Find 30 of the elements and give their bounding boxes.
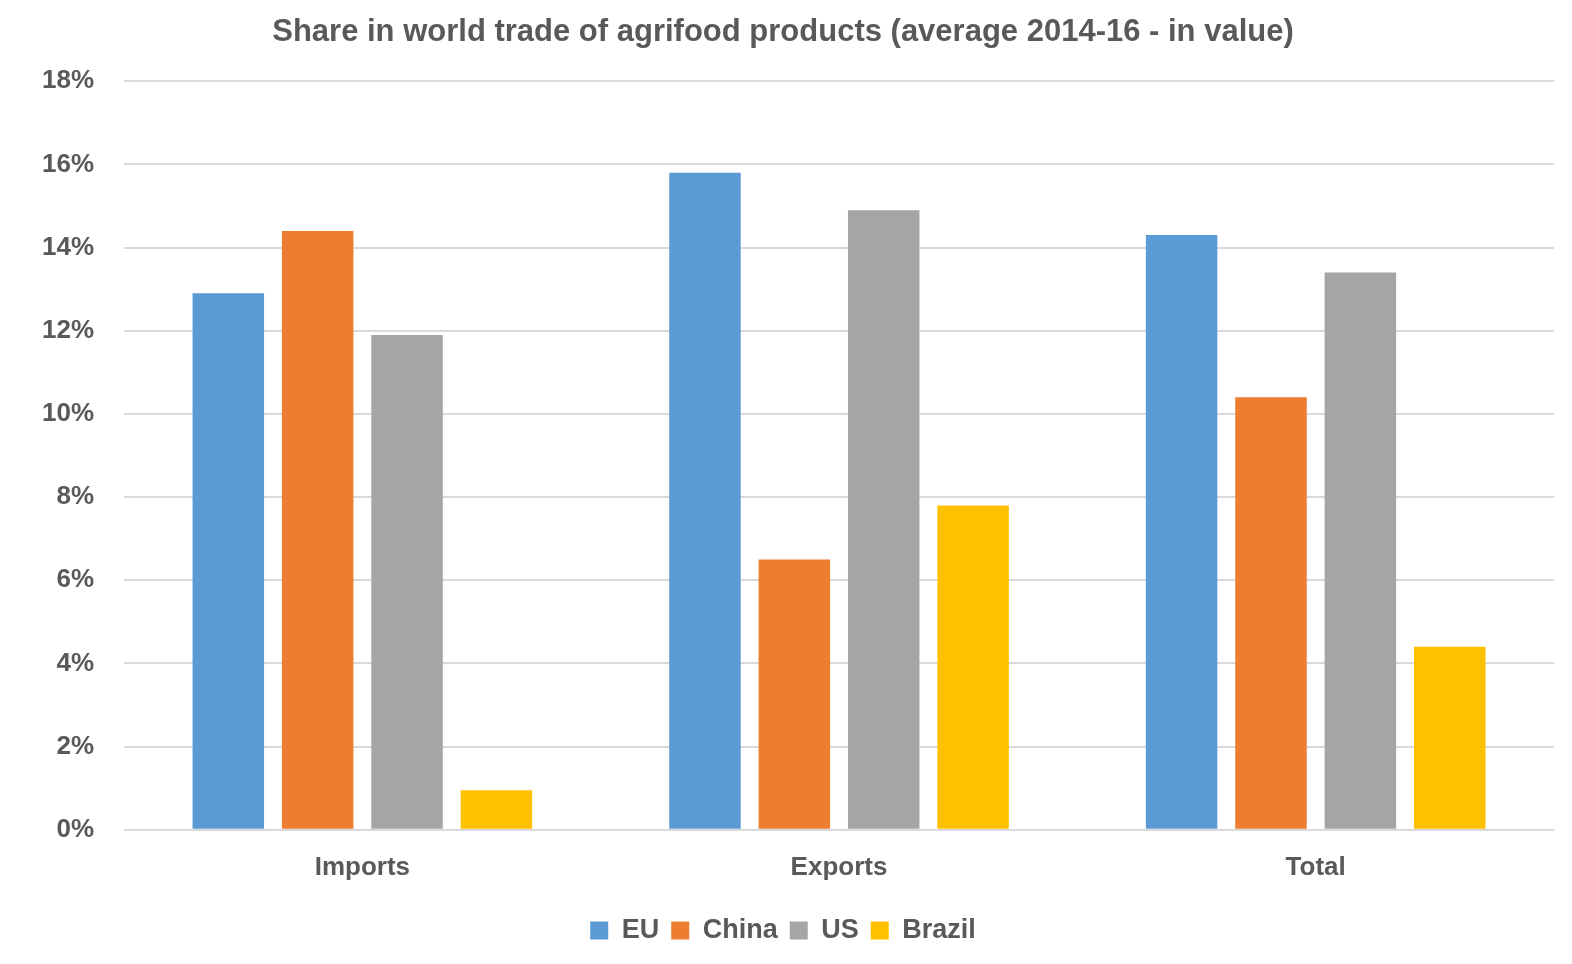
bar bbox=[758, 559, 831, 829]
bar bbox=[1235, 397, 1307, 829]
y-tick-label: 14% bbox=[41, 230, 95, 261]
bar bbox=[281, 230, 354, 829]
y-tick-label: 6% bbox=[56, 563, 95, 594]
bar bbox=[847, 210, 920, 829]
bar bbox=[937, 505, 1009, 829]
y-tick-label: 10% bbox=[41, 397, 95, 428]
y-tick-label: 16% bbox=[41, 147, 95, 178]
bar bbox=[1145, 235, 1218, 829]
bar bbox=[669, 172, 741, 829]
y-tick-label: 8% bbox=[56, 480, 95, 511]
y-tick-label: 12% bbox=[41, 313, 95, 344]
bar bbox=[460, 790, 533, 829]
x-tick-label: Total bbox=[1285, 850, 1346, 881]
bar bbox=[1413, 646, 1486, 829]
x-tick-label: Exports bbox=[790, 850, 888, 881]
x-tick-label: Imports bbox=[314, 850, 411, 881]
y-tick-label: 4% bbox=[56, 646, 95, 677]
bar bbox=[1324, 272, 1397, 829]
bar bbox=[192, 293, 265, 829]
legend-label: US bbox=[821, 913, 859, 944]
y-tick-label: 18% bbox=[41, 64, 95, 95]
y-tick-label: 2% bbox=[56, 729, 95, 760]
chart-title: Share in world trade of agrifood products (average 2014-16 - in value) bbox=[272, 13, 1294, 49]
bar bbox=[371, 334, 443, 829]
legend-label: China bbox=[702, 913, 779, 944]
y-tick-label: 0% bbox=[56, 812, 95, 843]
legend-label: Brazil bbox=[902, 913, 976, 944]
legend-label: EU bbox=[621, 913, 660, 944]
